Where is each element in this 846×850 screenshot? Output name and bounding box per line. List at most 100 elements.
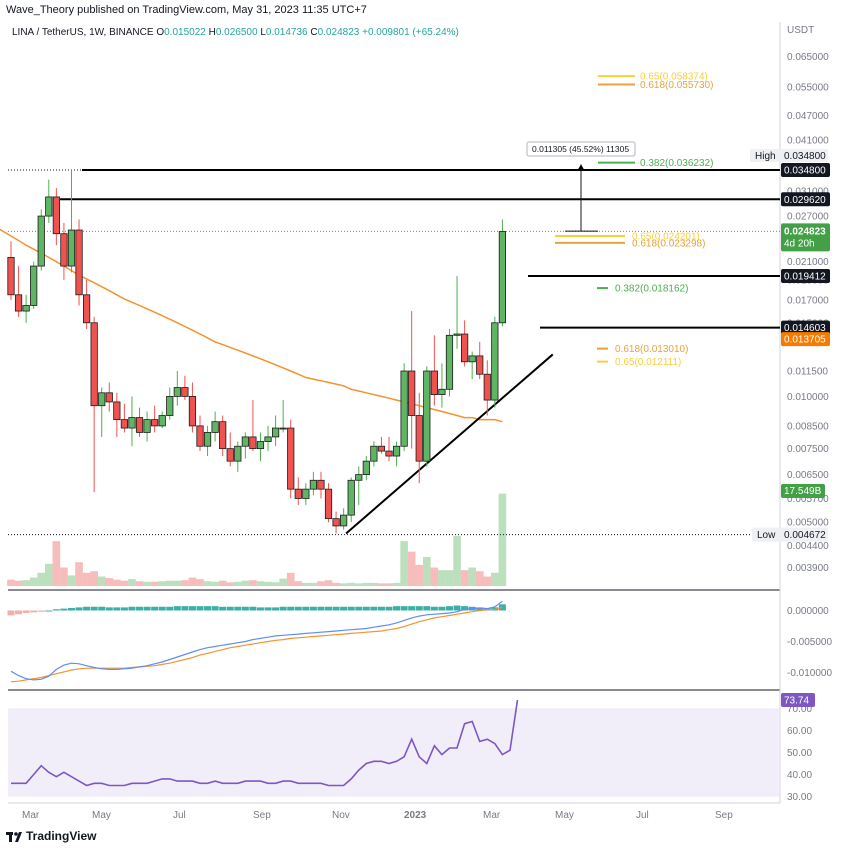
volume-bar	[234, 581, 242, 586]
candle-body	[211, 421, 219, 433]
macd-histogram-bar	[52, 609, 60, 611]
volume-bar	[460, 570, 469, 586]
candle-body	[188, 396, 197, 427]
fib-level-label: 0.382(0.018162)	[615, 284, 688, 295]
volume-bar	[347, 582, 355, 586]
x-tick-label: May	[92, 810, 111, 821]
fib-level-label: 0.65(0.058374)	[640, 72, 708, 83]
volume-bar	[279, 578, 287, 586]
level-price-tag	[781, 320, 830, 335]
volume-bar	[385, 583, 393, 586]
macd-histogram-bar	[128, 606, 136, 611]
fib-level-label: 0.618(0.055730)	[640, 80, 713, 91]
macd-histogram-bar	[181, 606, 189, 611]
volume-bar	[45, 563, 53, 586]
candle-body	[264, 436, 272, 442]
candle-body	[370, 445, 378, 462]
x-tick-label: Jul	[636, 810, 649, 821]
macd-histogram-bar	[7, 610, 15, 616]
y-tick-label: 0.005000	[787, 518, 829, 529]
volume-bar	[491, 572, 499, 586]
volume-bar	[211, 581, 219, 586]
candle-body	[158, 415, 166, 427]
candle-body	[256, 441, 265, 450]
candle-body	[22, 305, 30, 312]
macd-histogram-bar	[400, 606, 408, 611]
y-tick-label: 0.017000	[787, 296, 829, 307]
macd-histogram-bar	[120, 607, 128, 611]
volume-bar	[271, 582, 280, 586]
macd-histogram-bar	[22, 610, 30, 613]
y-tick-label: 0.021000	[787, 257, 829, 268]
candle-body	[340, 514, 348, 527]
candle-body	[468, 355, 476, 363]
macd-histogram-bar	[37, 610, 45, 612]
macd-histogram-bar	[340, 606, 348, 611]
macd-histogram-bar	[211, 606, 219, 611]
volume-bar	[445, 570, 454, 586]
macd-histogram-bar	[423, 606, 431, 611]
macd-line	[10, 600, 503, 681]
price-badge	[781, 223, 830, 252]
y-tick-label: 0.041000	[787, 136, 829, 147]
volume-badge-value: 17.549B	[784, 486, 822, 497]
macd-histogram-bar	[415, 606, 423, 611]
measure-label: 0.011305 (45.52%) 11305	[532, 144, 629, 154]
candle-body	[362, 460, 370, 476]
high-tag	[750, 148, 828, 162]
y-tick-label: 0.005700	[787, 494, 829, 505]
candle-body	[271, 427, 280, 438]
macd-histogram-bar	[136, 606, 144, 611]
volume-bar	[181, 580, 189, 586]
candle-body	[113, 401, 121, 421]
candle-body	[445, 334, 454, 390]
macd-histogram-bar	[15, 610, 23, 615]
candle-body	[151, 419, 159, 427]
volume-bar	[264, 581, 272, 586]
volume-bar	[294, 581, 303, 586]
macd-histogram-bar	[302, 606, 310, 611]
volume-bar	[475, 571, 484, 586]
low-tag-label: Low	[757, 530, 776, 541]
macd-histogram-bar	[249, 606, 257, 611]
macd-histogram-bar	[347, 606, 355, 611]
volume-bar	[256, 581, 265, 586]
fib-level-label: 0.65(0.012111)	[615, 357, 681, 368]
candle-body	[438, 388, 446, 395]
rsi-tick-label: 70.00	[787, 704, 812, 715]
macd-histogram-bar	[234, 606, 242, 611]
volume-bar	[97, 576, 106, 586]
macd-histogram-bar	[45, 610, 53, 612]
candle-body	[30, 265, 38, 306]
macd-tick-label: -0.005000	[787, 637, 832, 648]
tradingview-logo[interactable]: TradingView	[6, 829, 96, 843]
candle-body	[219, 421, 227, 450]
candle-body	[143, 419, 151, 433]
volume-bar	[188, 577, 197, 586]
candle-body	[135, 417, 144, 433]
macd-histogram-bar	[166, 606, 174, 611]
macd-histogram-bar	[309, 606, 317, 611]
y-tick-label: 0.010000	[787, 392, 829, 403]
volume-bar	[173, 580, 182, 586]
candle-body	[98, 392, 106, 407]
macd-histogram-bar	[355, 606, 363, 611]
macd-histogram-bar	[362, 606, 370, 611]
volume-bar	[302, 582, 310, 586]
rsi-line	[11, 699, 519, 787]
level-price-tag	[781, 268, 830, 283]
macd-histogram-bar	[408, 606, 416, 611]
volume-bar	[52, 541, 61, 586]
candle-body	[90, 322, 98, 407]
x-tick-label: Jul	[173, 810, 186, 821]
macd-histogram-bar	[461, 606, 469, 611]
currency-label: USDT	[787, 25, 814, 36]
candle-body	[332, 518, 340, 527]
macd-histogram-bar	[294, 606, 302, 611]
volume-bar	[423, 556, 431, 586]
macd-histogram-bar	[173, 606, 181, 611]
x-tick-label: Sep	[253, 810, 271, 821]
y-tick-label: 0.004400	[787, 541, 829, 552]
